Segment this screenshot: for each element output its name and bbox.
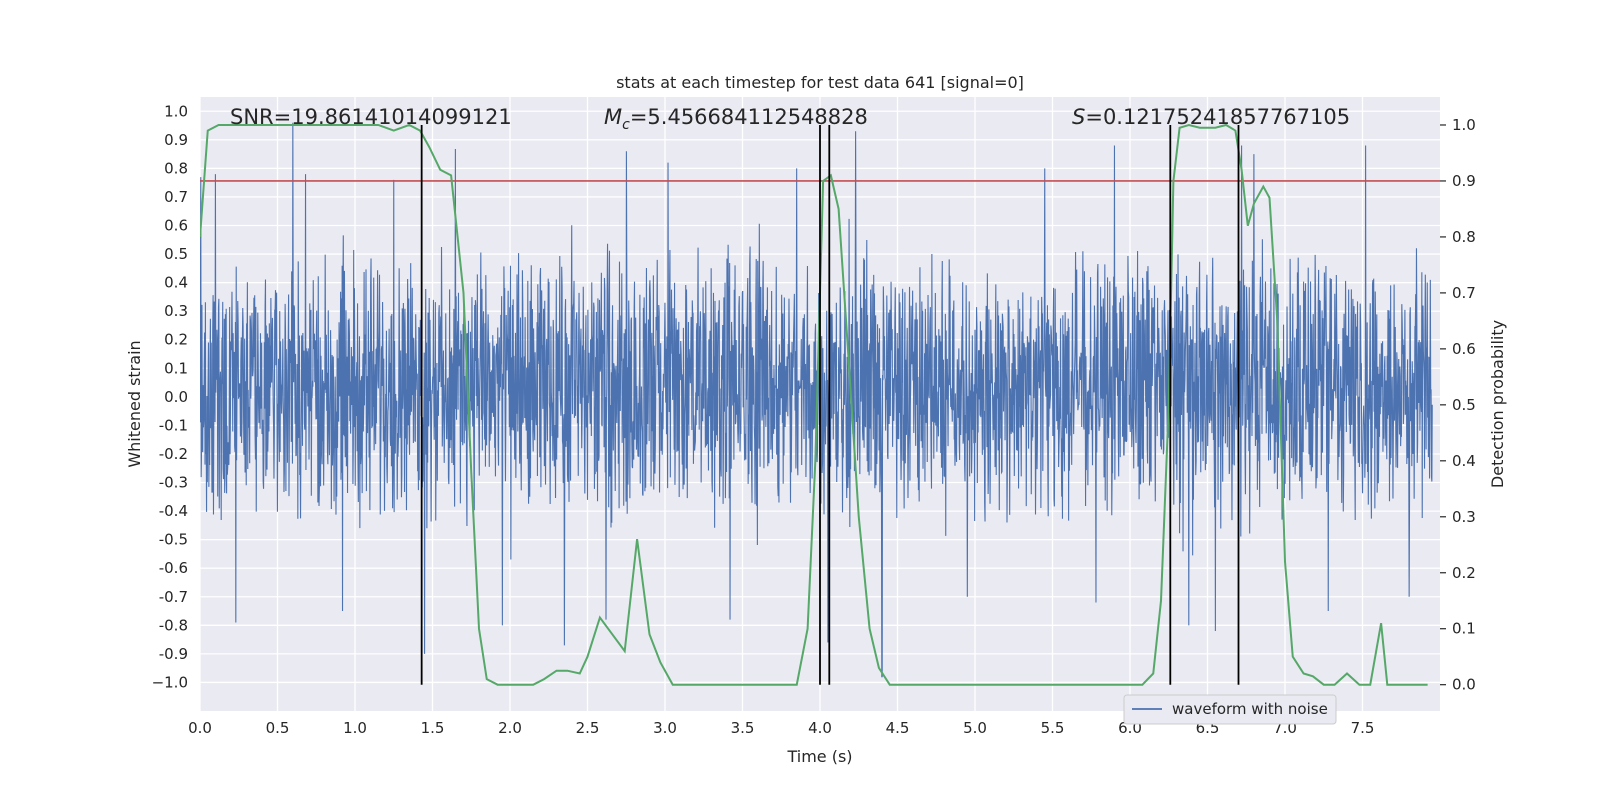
y2-tick-label-0: 1.0 — [1452, 116, 1476, 134]
mc-subscript: c — [622, 117, 630, 133]
x-tick-label-5: 2.5 — [576, 719, 600, 737]
y-axis-label: Whitened strain — [125, 340, 144, 467]
y2-tick-label-9: 0.1 — [1452, 620, 1476, 638]
x-tick-label-10: 5.0 — [963, 719, 987, 737]
legend: waveform with noise — [1123, 694, 1337, 725]
legend-box — [1123, 694, 1337, 725]
x-tick-label-0: 0.0 — [188, 719, 212, 737]
y-tick-label-13: -0.3 — [159, 474, 188, 492]
s-symbol: S — [1072, 105, 1085, 129]
y2-tick-label-5: 0.5 — [1452, 396, 1476, 414]
y-tick-label-2: 0.8 — [164, 159, 188, 177]
y-tick-label-10: 0.0 — [164, 388, 188, 406]
mc-annotation: Mc=5.456684112548828 — [604, 105, 868, 133]
y2-tick-label-10: 0.0 — [1452, 676, 1476, 694]
snr-annotation: SNR=19.86141014099121 — [230, 105, 512, 129]
y2-ticks: 1.0 0.9 0.8 0.7 0.6 0.5 0.4 0.3 0.2 0.1 0.0 — [1440, 116, 1476, 694]
y-tick-label-0: 1.0 — [164, 102, 188, 120]
x-tick-label-7: 3.5 — [731, 719, 755, 737]
legend-label-waveform: waveform with noise — [1172, 700, 1328, 718]
y-tick-label-4: 0.6 — [164, 217, 188, 235]
y-ticks: 1.0 0.9 0.8 0.7 0.6 0.5 0.4 0.3 0.2 0.1 0.0 -0.1 -0.… — [152, 102, 188, 691]
y2-tick-label-7: 0.3 — [1452, 508, 1476, 526]
s-value: =0.12175241857767105 — [1085, 105, 1350, 129]
x-tick-label-3: 1.5 — [421, 719, 445, 737]
x-tick-label-11: 5.5 — [1041, 719, 1065, 737]
y2-tick-label-8: 0.2 — [1452, 564, 1476, 582]
y-tick-label-20: −1.0 — [152, 673, 188, 691]
x-tick-label-8: 4.0 — [808, 719, 832, 737]
x-tick-label-1: 0.5 — [266, 719, 290, 737]
y2-tick-label-3: 0.7 — [1452, 284, 1476, 302]
y-tick-label-7: 0.3 — [164, 302, 188, 320]
y-tick-label-12: -0.2 — [159, 445, 188, 463]
y-tick-label-14: -0.4 — [159, 502, 188, 520]
probability-series-line — [200, 123, 1428, 686]
y2-axis-label: Detection probability — [1488, 320, 1507, 488]
s-annotation: S=0.12175241857767105 — [1072, 105, 1350, 129]
y-tick-label-15: -0.5 — [159, 531, 188, 549]
y2-tick-label-6: 0.4 — [1452, 452, 1476, 470]
x-tick-label-2: 1.0 — [343, 719, 367, 737]
x-axis-label: Time (s) — [786, 747, 852, 766]
mc-symbol: M — [604, 105, 622, 129]
y2-tick-label-2: 0.8 — [1452, 228, 1476, 246]
x-tick-label-6: 3.0 — [653, 719, 677, 737]
chart-title: stats at each timestep for test data 641… — [616, 73, 1024, 92]
vertical-lines-layer — [420, 124, 1240, 685]
y2-tick-label-1: 0.9 — [1452, 172, 1476, 190]
y-tick-label-18: -0.8 — [159, 616, 188, 634]
y-tick-label-17: -0.7 — [159, 588, 188, 606]
y-tick-label-3: 0.7 — [164, 188, 188, 206]
y-tick-label-1: 0.9 — [164, 131, 188, 149]
y-tick-label-9: 0.1 — [164, 359, 188, 377]
y-tick-label-5: 0.5 — [164, 245, 188, 263]
y-tick-label-8: 0.2 — [164, 331, 188, 349]
y-tick-label-16: -0.6 — [159, 559, 188, 577]
y2-tick-label-4: 0.6 — [1452, 340, 1476, 358]
x-tick-label-4: 2.0 — [498, 719, 522, 737]
mc-value: =5.456684112548828 — [630, 105, 868, 129]
y-tick-label-11: -0.1 — [159, 416, 188, 434]
y-tick-label-19: -0.9 — [159, 645, 188, 663]
x-tick-label-9: 4.5 — [886, 719, 910, 737]
x-tick-label-15: 7.5 — [1351, 719, 1375, 737]
probability-layer — [200, 123, 1428, 686]
y-tick-label-6: 0.4 — [164, 274, 188, 292]
